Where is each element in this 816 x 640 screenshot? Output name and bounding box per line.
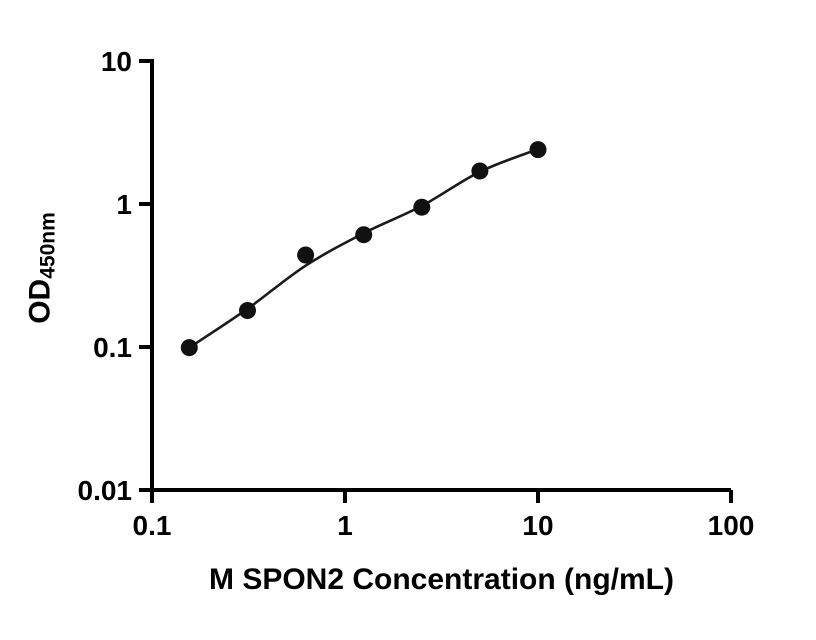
- data-point: [471, 162, 489, 180]
- x-axis-tick-label: 100: [708, 510, 755, 541]
- data-point: [413, 198, 431, 216]
- y-axis-label-base: OD: [23, 278, 57, 324]
- data-point: [529, 141, 547, 159]
- x-axis-label: M SPON2 Concentration (ng/mL): [209, 563, 674, 596]
- y-axis-label-subscript: 450nm: [36, 212, 60, 279]
- data-point: [297, 246, 315, 264]
- x-axis-tick-label: 1: [337, 510, 353, 541]
- fit-curve: [188, 147, 539, 349]
- y-axis-tick-label: 0.01: [78, 475, 133, 506]
- axis-spines: [150, 59, 731, 492]
- x-axis-tick-label: 0.1: [133, 510, 172, 541]
- y-axis-label: OD450nm: [24, 212, 61, 324]
- y-axis-tick-label: 1: [116, 189, 132, 220]
- y-axis-tick-label: 10: [101, 46, 132, 77]
- x-axis-tick-label: 10: [522, 510, 553, 541]
- y-axis-tick-label: 0.1: [93, 332, 132, 363]
- data-point: [239, 302, 256, 319]
- data-point: [180, 339, 198, 357]
- data-point: [355, 226, 373, 244]
